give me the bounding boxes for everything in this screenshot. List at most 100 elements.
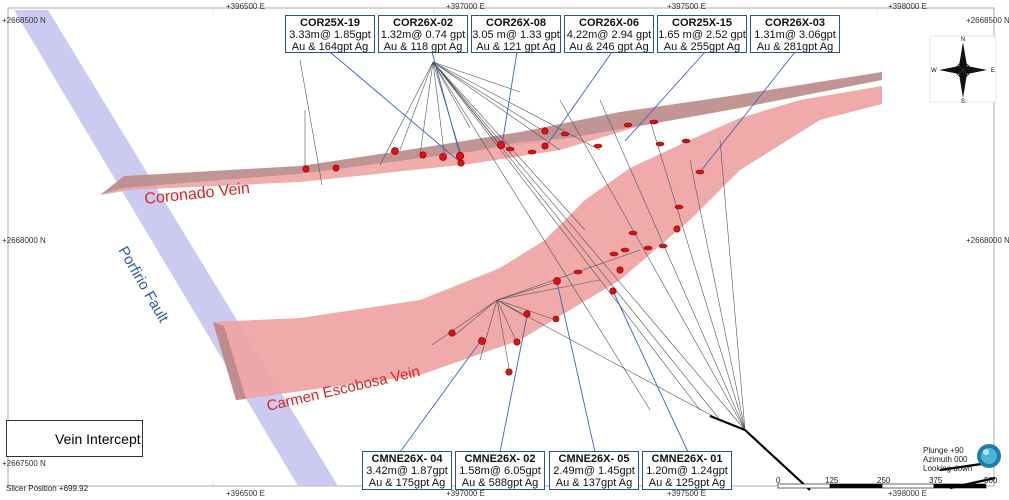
- intercept-point: [552, 315, 560, 323]
- view-azimuth: Azimuth 000: [923, 455, 968, 464]
- callout-hole: CMNE26X- 02: [464, 453, 536, 465]
- intercept-point: [560, 131, 570, 137]
- callout-cor26x-02: COR26X-02 1.32m@ 0.74 gpt Au & 118 gpt A…: [378, 15, 468, 53]
- intercept-point: [673, 225, 681, 233]
- callout-hole: COR26X-06: [579, 17, 639, 29]
- intercept-point: [623, 122, 633, 128]
- intercept-point: [616, 266, 624, 274]
- coord-left-3: +2667500 N: [2, 459, 46, 468]
- coord-bottom-3: +397500 E: [667, 489, 706, 498]
- callout-hole: COR25X-15: [672, 17, 732, 29]
- scale-label-0: 0: [776, 476, 781, 485]
- scale-label-500: 500: [984, 476, 998, 485]
- intercept-point: [628, 230, 638, 236]
- compass-e: E: [991, 68, 995, 74]
- callout-line1: 1.20m@ 1.24gpt: [646, 465, 728, 477]
- coord-top-4: +398000 E: [888, 2, 927, 11]
- intercept-point: [332, 164, 340, 172]
- callout-cor26x-08: COR26X-08 3.05 m@ 1.33 gpt Au & 121 gpt …: [471, 15, 561, 53]
- callout-cor25x-19: COR25X-19 3.33m@ 1.85gpt Au & 164gpt Ag: [285, 15, 375, 53]
- intercept-point: [455, 151, 465, 161]
- intercept-point: [527, 149, 537, 155]
- coord-left-1: +2668500 N: [2, 16, 46, 25]
- intercept-point: [457, 159, 465, 167]
- view-plunge: Plunge +90: [923, 446, 964, 455]
- intercept-point: [505, 146, 515, 152]
- slicer-position: Slicer Position +699.92: [6, 484, 89, 493]
- intercept-point: [478, 337, 486, 345]
- callout-line1: 3.33m@ 1.85gpt: [289, 29, 371, 41]
- coord-top-1: +396500 E: [226, 2, 265, 11]
- intercept-point: [302, 165, 310, 173]
- coord-bottom-2: +397000 E: [446, 489, 485, 498]
- callout-line2: Au & 281gpt Ag: [756, 41, 834, 53]
- scale-bar: [777, 483, 987, 489]
- intercept-point: [643, 245, 653, 251]
- grid-ticks: [8, 8, 994, 486]
- intercept-point: [505, 368, 513, 376]
- intercept-point: [573, 269, 583, 275]
- intercept-point: [649, 119, 659, 125]
- callout-line2: Au & 175gpt Ag: [368, 477, 446, 489]
- intercept-point: [496, 140, 506, 150]
- coord-top-2: +397000 E: [446, 2, 485, 11]
- callout-cmne26x-05: CMNE26X- 05 2.49m@ 1.45gpt Au & 137gpt A…: [549, 451, 639, 490]
- coord-right-2: +2668000 N: [966, 236, 1009, 245]
- drill-traces: [299, 59, 746, 431]
- coronado-vein-top: [100, 72, 882, 195]
- intercept-point: [541, 142, 549, 150]
- callout-line2: Au & 137gpt Ag: [555, 477, 633, 489]
- callout-cor26x-03: COR26X-03 1.31m@ 3.06gpt Au & 281gpt Ag: [750, 15, 840, 53]
- intercept-point: [658, 243, 668, 249]
- callout-cmne26x-04: CMNE26X- 04 3.42m@ 1.87gpt Au & 175gpt A…: [362, 451, 452, 490]
- compass-w: W: [931, 68, 937, 74]
- intercept-point: [419, 151, 427, 159]
- coord-top-3: +397500 E: [667, 2, 706, 11]
- coronado-vein-face: [100, 126, 640, 195]
- intercept-point: [439, 153, 447, 161]
- callout-line1: 3.42m@ 1.87gpt: [366, 465, 448, 477]
- callout-hole: CMNE26X- 05: [558, 453, 630, 465]
- callout-line1: 2.49m@ 1.45gpt: [553, 465, 635, 477]
- callout-hole: CMNE26X- 01: [651, 453, 723, 465]
- intercept-point: [448, 329, 456, 337]
- intercept-point: [513, 338, 521, 346]
- callout-hole: COR26X-02: [393, 17, 453, 29]
- callout-line2: Au & 118 gpt Ag: [383, 41, 463, 53]
- intercept-point: [553, 277, 561, 285]
- intercept-point: [681, 138, 691, 144]
- callout-line1: 1.58m@ 6.05gpt: [459, 465, 541, 477]
- callout-cmne26x-02: CMNE26X- 02 1.58m@ 6.05gpt Au & 588gpt A…: [455, 451, 545, 490]
- callout-hole: COR26X-03: [765, 17, 825, 29]
- callout-cmne26x-01: CMNE26X- 01 1.20m@ 1.24gpt Au & 125gpt A…: [642, 451, 732, 490]
- coord-right-1: +2668500 N: [966, 16, 1009, 25]
- callout-line1: 1.65 m@ 2.52 gpt: [658, 29, 746, 41]
- callout-line2: Au & 246 gpt Ag: [569, 41, 649, 53]
- coord-left-2: +2668000 N: [2, 236, 46, 245]
- scale-label-250: 250: [877, 476, 891, 485]
- carmen-vein-edge: [213, 322, 246, 400]
- callout-line2: Au & 588gpt Ag: [461, 477, 539, 489]
- view-globe-icon[interactable]: [977, 444, 1001, 468]
- intercept-point: [541, 127, 549, 135]
- callout-line2: Au & 121 gpt Ag: [476, 41, 556, 53]
- intercept-point: [695, 169, 705, 175]
- intercept-point: [655, 141, 665, 147]
- callout-line2: Au & 255gpt Ag: [663, 41, 741, 53]
- view-looking: Looking down: [923, 464, 973, 473]
- intercept-point: [609, 287, 617, 295]
- callout-line1: 1.31m@ 3.06gpt: [754, 29, 836, 41]
- intercept-point: [593, 143, 603, 149]
- callout-line1: 1.32m@ 0.74 gpt: [380, 29, 466, 41]
- intercept-point: [391, 147, 399, 155]
- callout-hole: COR26X-08: [486, 17, 546, 29]
- callout-line1: 3.05 m@ 1.33 gpt: [472, 29, 560, 41]
- coord-bottom-1: +396500 E: [226, 489, 265, 498]
- callout-line2: Au & 164gpt Ag: [291, 41, 369, 53]
- compass-rose-icon: N S W E: [929, 35, 997, 105]
- intercept-point: [523, 310, 531, 318]
- callout-line2: Au & 125gpt Ag: [648, 477, 726, 489]
- callout-cor25x-15: COR25X-15 1.65 m@ 2.52 gpt Au & 255gpt A…: [657, 15, 747, 53]
- compass-s: S: [961, 99, 965, 105]
